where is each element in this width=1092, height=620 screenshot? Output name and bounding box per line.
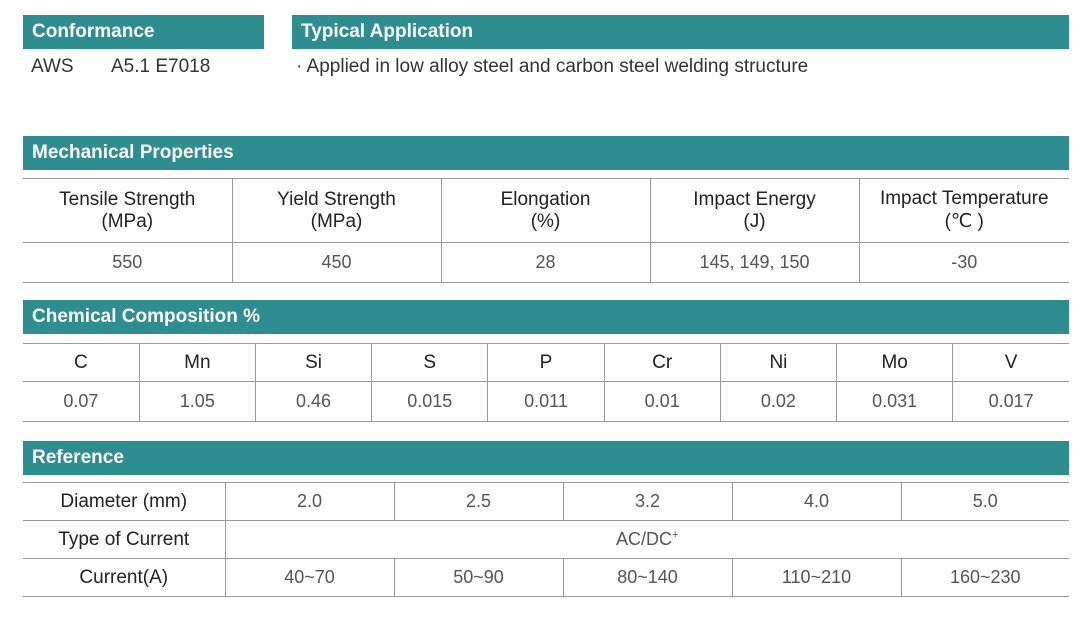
application-text: · Applied in low alloy steel and carbon … xyxy=(296,56,809,77)
current-value: 50~90 xyxy=(393,558,563,597)
conformance-header: Conformance xyxy=(23,15,264,49)
reference-header: Reference xyxy=(23,441,1069,475)
current-value: 40~70 xyxy=(224,558,394,597)
impact-energy-value: 145, 149, 150 xyxy=(649,242,859,283)
value-mo: 0.031 xyxy=(836,381,953,422)
value-cr: 0.01 xyxy=(603,381,721,422)
elongation-header: Elongation (%) xyxy=(440,178,650,243)
value-mn: 1.05 xyxy=(138,381,256,422)
yield-strength-value: 450 xyxy=(231,242,441,283)
tensile-strength-value: 550 xyxy=(112,252,143,272)
impact-temperature-header: Impact Temperature (℃ ) xyxy=(858,178,1069,243)
value-ni: 0.02 xyxy=(719,381,837,422)
element-ni: Ni xyxy=(719,343,837,382)
value-c: 0.07 xyxy=(63,391,99,411)
diameter-value: 3.2 xyxy=(562,482,732,521)
value-s: 0.015 xyxy=(371,381,488,422)
element-c: C xyxy=(73,351,88,373)
element-mn: Mn xyxy=(138,343,256,382)
value-p: 0.011 xyxy=(487,381,605,422)
current-type-label: Type of Current xyxy=(58,528,190,550)
diameter-value: 4.0 xyxy=(731,482,901,521)
elongation-value: 28 xyxy=(440,242,650,283)
diameter-value: 2.5 xyxy=(393,482,563,521)
diameter-label: Diameter (mm) xyxy=(60,490,188,512)
mechanical-header-row: Tensile Strength (MPa) Yield Strength (MPa… xyxy=(23,178,1069,243)
current-value: 160~230 xyxy=(900,558,1069,597)
chemical-values-row: 0.07 1.05 0.46 0.015 0.011 0.01 0.02 0.0… xyxy=(23,381,1069,422)
element-mo: Mo xyxy=(836,343,953,382)
element-v: V xyxy=(952,343,1069,382)
conformance-classification: A5.1 E7018 xyxy=(111,56,211,77)
element-si: Si xyxy=(254,343,372,382)
impact-energy-header: Impact Energy (J) xyxy=(649,178,859,243)
chemical-header: Chemical Composition % xyxy=(23,300,1069,334)
current-row: Current(A) 40~70 50~90 80~140 110~210 16… xyxy=(23,558,1069,597)
element-cr: Cr xyxy=(603,343,721,382)
chemical-table: C Mn Si S P Cr Ni Mo V 0.07 1.05 0.46 0.… xyxy=(23,343,1069,422)
mechanical-table: Tensile Strength (MPa) Yield Strength (MPa… xyxy=(23,178,1069,283)
element-p: P xyxy=(487,343,605,382)
tensile-strength-header: Tensile Strength (MPa) xyxy=(59,188,196,232)
mechanical-header: Mechanical Properties xyxy=(23,136,1069,170)
value-v: 0.017 xyxy=(952,381,1069,422)
diameter-value: 2.0 xyxy=(224,482,394,521)
element-s: S xyxy=(371,343,488,382)
conformance-standard: AWS xyxy=(31,56,74,77)
current-label: Current(A) xyxy=(79,566,169,588)
impact-temperature-value: -30 xyxy=(858,242,1069,283)
current-type-row: Type of Current AC/DC+ xyxy=(23,520,1069,559)
diameter-row: Diameter (mm) 2.0 2.5 3.2 4.0 5.0 xyxy=(23,482,1069,521)
mechanical-values-row: 550 450 28 145, 149, 150 -30 xyxy=(23,242,1069,283)
yield-strength-header: Yield Strength (MPa) xyxy=(231,178,441,243)
diameter-value: 5.0 xyxy=(900,482,1069,521)
current-value: 80~140 xyxy=(562,558,732,597)
current-type-value: AC/DC+ xyxy=(224,520,1069,559)
current-value: 110~210 xyxy=(731,558,901,597)
value-si: 0.46 xyxy=(254,381,372,422)
chemical-elements-row: C Mn Si S P Cr Ni Mo V xyxy=(23,343,1069,382)
reference-table: Diameter (mm) 2.0 2.5 3.2 4.0 5.0 Type o… xyxy=(23,482,1069,597)
application-header: Typical Application xyxy=(292,15,1069,49)
